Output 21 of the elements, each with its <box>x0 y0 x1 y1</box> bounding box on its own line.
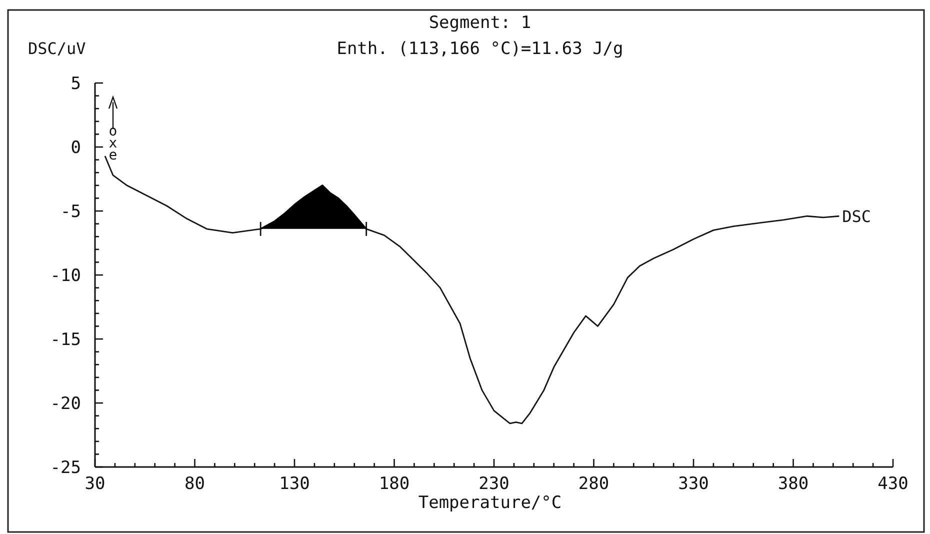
x-tick-label: 130 <box>279 474 310 494</box>
x-tick-label: 280 <box>578 474 610 494</box>
x-axis-title: Temperature/°C <box>418 493 562 513</box>
y-tick-label: -15 <box>50 330 81 350</box>
y-tick-label: -25 <box>50 458 81 478</box>
y-axis-title: DSC/uV <box>28 39 86 58</box>
y-tick-label: -10 <box>50 266 81 286</box>
x-tick-label: 380 <box>778 474 809 494</box>
x-tick-label: 430 <box>878 474 908 494</box>
x-tick-label: 30 <box>84 474 106 494</box>
y-tick-label: 5 <box>70 74 81 94</box>
x-tick-label: 330 <box>678 474 709 494</box>
y-tick-label: 0 <box>70 138 81 158</box>
chart-title: Segment: 1 <box>428 13 532 33</box>
x-tick-label: 180 <box>378 474 410 494</box>
y-tick-label: -5 <box>60 202 81 222</box>
x-tick-label: 80 <box>184 474 205 494</box>
y-tick-label: -20 <box>50 394 81 414</box>
text: Enth. (113,166 °C)=11.63 J/g <box>336 39 624 59</box>
x-tick-label: 230 <box>478 474 510 494</box>
series-label: DSC <box>842 207 872 226</box>
